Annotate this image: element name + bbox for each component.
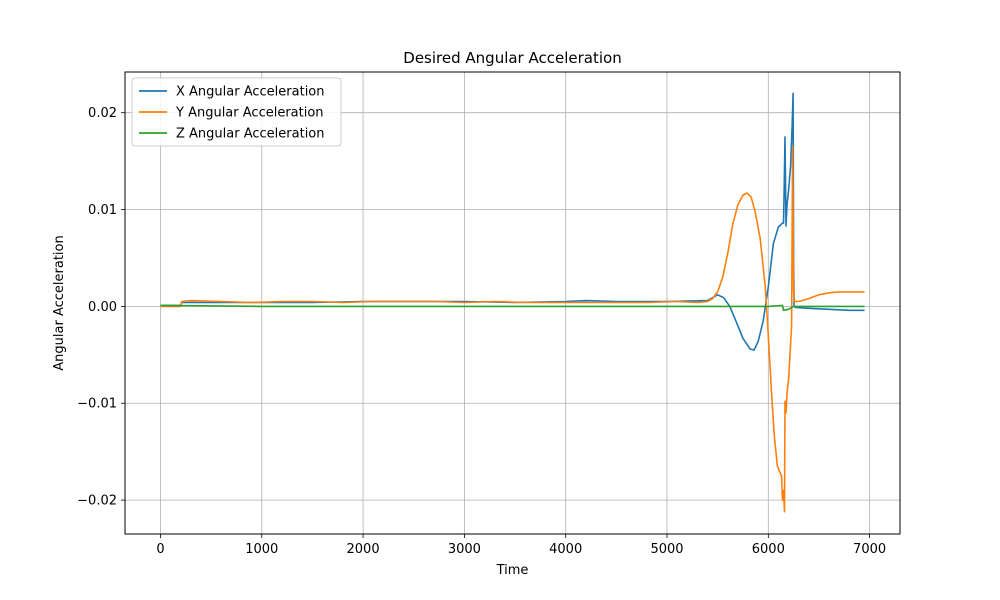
plot-frame: [124, 71, 901, 535]
legend-box: [131, 77, 342, 147]
y-tick-label: −0.01: [77, 397, 117, 412]
x-tick-label: 2000: [347, 542, 380, 557]
legend: X Angular Acceleration Y Angular Accelera…: [131, 77, 342, 147]
legend-entry: Z Angular Acceleration: [176, 127, 325, 142]
x-axis-label: Time: [496, 563, 529, 578]
y-axis-label: Angular Acceleration: [52, 235, 67, 370]
y-tick-label: 0.01: [88, 203, 117, 218]
x-tick-label: 6000: [752, 542, 785, 557]
ticks: 0 1000 2000 3000 4000 5000 6000 7000 −0.02 −0.01 0…: [77, 106, 886, 557]
chart-title: Desired Angular Acceleration: [403, 49, 621, 67]
legend-entry: X Angular Acceleration: [176, 85, 325, 100]
x-tick-label: 4000: [549, 542, 582, 557]
legend-entry: Y Angular Acceleration: [175, 106, 324, 121]
x-tick-label: 0: [156, 542, 164, 557]
series-layer: [160, 92, 865, 513]
y-tick-label: 0.00: [88, 300, 117, 315]
y-tick-label: −0.02: [77, 494, 117, 509]
x-tick-label: 1000: [245, 542, 278, 557]
series-line-3: [160, 304, 865, 312]
x-tick-label: 3000: [448, 542, 481, 557]
x-tick-label: 7000: [853, 542, 886, 557]
series-line-2: [160, 145, 865, 513]
x-tick-label: 5000: [650, 542, 683, 557]
y-tick-label: 0.02: [88, 106, 117, 121]
